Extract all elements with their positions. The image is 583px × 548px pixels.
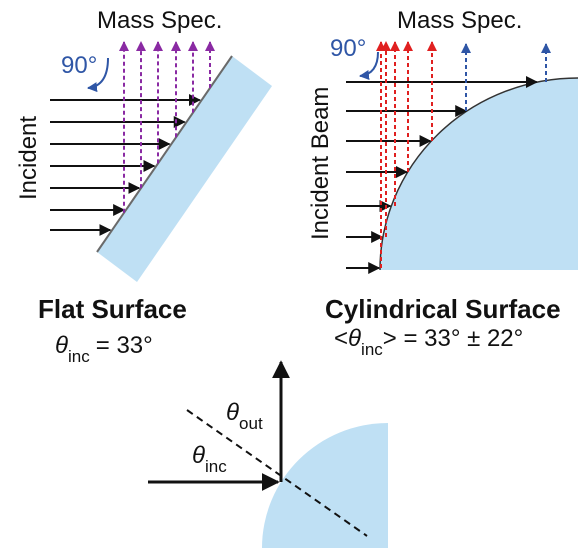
cyl-angle-arc bbox=[359, 51, 379, 80]
theta-out-subscript: out bbox=[239, 414, 263, 433]
flat-surface-slab bbox=[97, 56, 272, 282]
flat-angle-arc bbox=[87, 57, 109, 93]
cylindrical-surface-title: Cylindrical Surface bbox=[325, 294, 561, 324]
cyl-theta-subscript: inc bbox=[361, 340, 383, 359]
cyl-angle-label: 90° bbox=[330, 35, 366, 62]
flat-angle-label: 90° bbox=[61, 52, 97, 79]
flat-detected-arrows bbox=[119, 41, 215, 213]
cyl-theta-symbol: θ bbox=[348, 325, 361, 352]
bottom-quadrant bbox=[262, 423, 388, 548]
cyl-red-detected-arrows bbox=[376, 41, 437, 268]
cyl-incident-label: Incident Beam bbox=[307, 87, 334, 240]
flat-angle-value: = 33° bbox=[96, 332, 153, 359]
cylindrical-surface-panel: 90° Mass Spec. Incident Beam Cylindrical… bbox=[307, 7, 579, 359]
cyl-incident-arrows bbox=[346, 76, 538, 274]
cyl-blue-detected-arrows bbox=[461, 43, 551, 111]
theta-inc-subscript: inc bbox=[205, 457, 227, 476]
theta-inc-symbol: θ bbox=[192, 442, 205, 469]
flat-mass-spec-label: Mass Spec. bbox=[97, 7, 222, 34]
flat-surface-panel: 90° Mass Spec. Incident Flat Surface θin… bbox=[15, 7, 272, 366]
flat-theta-symbol: θ bbox=[55, 332, 68, 359]
angle-definition-diagram: θout θinc bbox=[148, 360, 388, 548]
flat-theta-subscript: inc bbox=[68, 347, 90, 366]
flat-angle-equation: θinc = 33° bbox=[55, 332, 153, 366]
theta-out-symbol: θ bbox=[226, 399, 239, 426]
theta-inc-label: θinc bbox=[192, 442, 227, 476]
flat-surface-edge bbox=[96, 55, 233, 253]
theta-out-label: θout bbox=[226, 399, 263, 433]
flat-surface-title: Flat Surface bbox=[38, 294, 187, 324]
flat-incident-label: Incident bbox=[15, 116, 42, 200]
cyl-angle-value: > = 33° ± 22° bbox=[383, 325, 523, 352]
cyl-angle-equation: <θinc> = 33° ± 22° bbox=[334, 325, 523, 359]
cyl-mass-spec-label: Mass Spec. bbox=[397, 7, 522, 34]
cyl-angle-prefix: < bbox=[334, 325, 348, 352]
cylinder-quadrant bbox=[380, 78, 578, 270]
